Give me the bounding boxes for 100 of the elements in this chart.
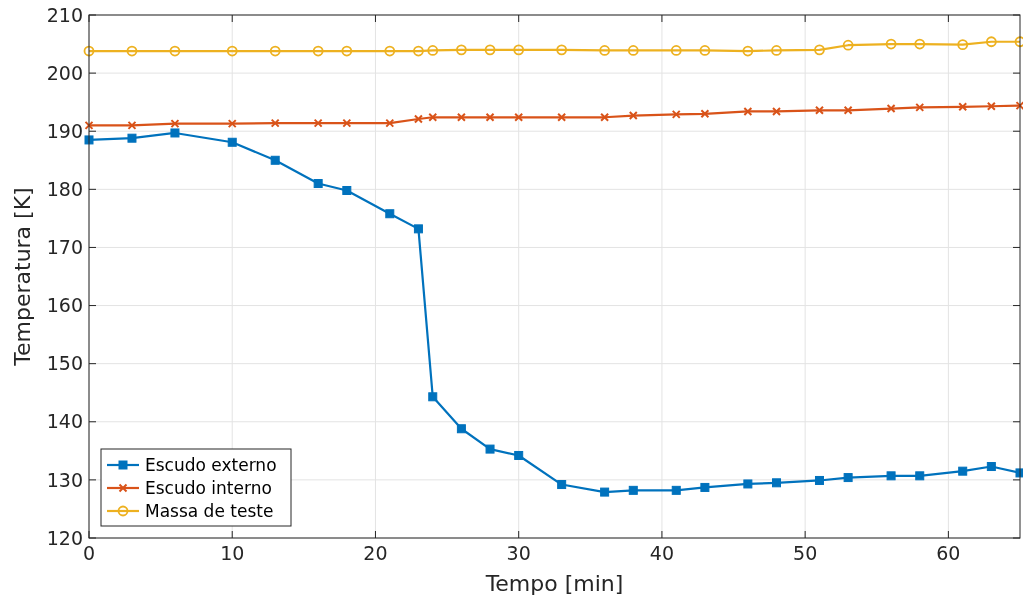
y-tick-label: 140 — [46, 410, 83, 433]
point — [600, 487, 610, 497]
point — [227, 137, 237, 147]
point — [742, 45, 754, 57]
point — [226, 45, 238, 57]
point — [1015, 468, 1023, 478]
point — [843, 105, 853, 115]
point — [886, 104, 896, 114]
x-tick-label: 40 — [649, 542, 675, 564]
x-axis-title: Tempo [min] — [484, 571, 624, 596]
point — [456, 424, 466, 434]
point — [514, 112, 524, 122]
point — [313, 179, 323, 189]
point — [169, 45, 181, 57]
point — [985, 36, 997, 48]
point — [958, 466, 968, 476]
point — [384, 45, 396, 57]
x-tick-label: 10 — [220, 542, 245, 564]
point — [771, 45, 782, 56]
point — [485, 444, 495, 454]
point — [743, 106, 753, 116]
point — [413, 224, 423, 234]
point — [628, 485, 638, 495]
point — [958, 102, 968, 112]
point — [484, 44, 496, 56]
point — [915, 102, 925, 112]
point — [413, 45, 424, 57]
point — [385, 209, 395, 219]
point — [270, 155, 280, 165]
point — [342, 118, 352, 128]
x-tick-label: 50 — [793, 542, 818, 564]
y-tick-label: 160 — [46, 294, 83, 317]
point — [1015, 101, 1023, 111]
point — [886, 471, 896, 481]
point — [670, 45, 682, 56]
point — [313, 118, 323, 128]
point — [885, 38, 897, 50]
point — [341, 45, 353, 57]
y-tick-label: 180 — [46, 177, 83, 200]
point — [700, 482, 710, 492]
point — [600, 112, 610, 122]
point — [986, 462, 996, 472]
point — [312, 45, 324, 57]
y-tick-label: 170 — [46, 236, 83, 259]
point — [772, 106, 782, 116]
point — [843, 473, 853, 483]
point — [83, 45, 95, 57]
point — [842, 39, 854, 51]
x-tick-label: 30 — [506, 542, 531, 564]
y-tick-label: 210 — [46, 3, 83, 26]
point — [914, 38, 926, 50]
x-tick-label: 60 — [936, 542, 961, 564]
point — [700, 109, 710, 119]
point — [126, 45, 138, 57]
point — [514, 450, 524, 460]
point — [671, 485, 681, 495]
point — [227, 119, 237, 129]
y-tick-label: 150 — [46, 352, 83, 375]
y-tick-label: 190 — [46, 119, 83, 142]
point — [84, 120, 94, 130]
point — [557, 112, 567, 122]
point — [814, 105, 824, 115]
x-tick-label: 0 — [82, 542, 96, 564]
legend-label: Massa de teste — [145, 500, 274, 521]
point — [413, 114, 423, 124]
point — [127, 120, 137, 130]
point — [170, 119, 180, 129]
point — [699, 45, 711, 56]
point — [127, 133, 137, 143]
point — [915, 471, 925, 481]
point — [599, 45, 611, 56]
x-tick-label: 20 — [363, 542, 388, 564]
point — [385, 118, 395, 128]
legend-label: Escudo interno — [145, 477, 272, 498]
point — [628, 111, 638, 121]
y-tick-label: 120 — [46, 526, 83, 549]
point — [671, 109, 681, 119]
point — [556, 44, 568, 56]
point — [428, 112, 438, 122]
point — [427, 45, 439, 56]
y-axis-title: Temperatura [K] — [10, 187, 35, 367]
point — [270, 118, 280, 128]
point — [485, 112, 495, 122]
point — [342, 186, 352, 195]
point — [269, 45, 281, 57]
point — [627, 45, 639, 56]
point — [84, 135, 94, 145]
point — [456, 44, 467, 56]
point — [170, 128, 180, 138]
point — [513, 44, 525, 56]
point — [743, 479, 753, 489]
point — [957, 39, 969, 51]
point — [428, 392, 438, 402]
y-tick-label: 130 — [46, 468, 83, 491]
point — [814, 475, 824, 485]
point — [772, 478, 782, 488]
point — [456, 112, 466, 122]
point — [557, 480, 567, 490]
point — [814, 44, 825, 56]
y-tick-label: 200 — [46, 61, 83, 84]
